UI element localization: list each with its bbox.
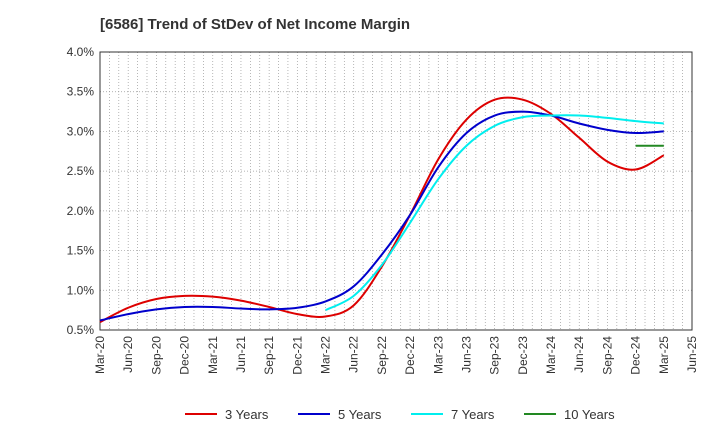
x-tick-label: Jun-24 (572, 336, 586, 373)
x-tick-label: Sep-23 (488, 336, 502, 375)
legend-label-10-years: 10 Years (564, 407, 615, 422)
legend-label-7-years: 7 Years (451, 407, 495, 422)
x-tick-label: Jun-21 (234, 336, 248, 373)
series-line-5-years (99, 110, 664, 322)
legend-label-3-years: 3 Years (225, 407, 269, 422)
series-lines (99, 96, 665, 323)
axes: 0.5% 1.0% 1.5% 2.0% 2.5% 3.0% 3.5% 4.0% Mar-20 Ju… (67, 45, 699, 375)
y-tick-label: 2.5% (67, 164, 95, 178)
plot-area (100, 52, 692, 330)
x-tick-label: Jun-20 (121, 336, 135, 373)
x-tick-label: Mar-20 (93, 336, 107, 374)
x-tick-label: Jun-22 (347, 336, 361, 373)
x-tick-label: Dec-24 (629, 336, 643, 375)
y-tick-label: 3.5% (67, 85, 95, 99)
y-tick-label: 0.5% (67, 323, 95, 337)
y-tick-label: 3.0% (67, 124, 95, 138)
x-tick-label: Dec-22 (403, 336, 417, 375)
x-tick-label: Mar-22 (319, 336, 333, 374)
x-tick-label: Sep-24 (600, 336, 614, 375)
x-tick-label: Sep-22 (375, 336, 389, 375)
x-tick-label: Jun-25 (685, 336, 699, 373)
y-tick-label: 1.0% (67, 283, 95, 297)
x-tick-label: Dec-21 (290, 336, 304, 375)
plot-border (99, 51, 693, 331)
y-tick-label: 2.0% (67, 204, 95, 218)
y-tick-label: 4.0% (67, 45, 95, 59)
grid (99, 51, 693, 331)
legend-label-5-years: 5 Years (338, 407, 382, 422)
x-tick-label: Sep-20 (149, 336, 163, 375)
series-line-7-years (325, 114, 664, 312)
x-tick-label: Sep-21 (262, 336, 276, 375)
x-tick-label: Mar-24 (544, 336, 558, 374)
x-tick-label: Dec-23 (516, 336, 530, 375)
x-tick-label: Jun-23 (459, 336, 473, 373)
y-tick-label: 1.5% (67, 244, 95, 258)
legend: 3 Years 5 Years 7 Years 10 Years (185, 407, 615, 422)
x-tick-label: Dec-20 (178, 336, 192, 375)
x-tick-label: Mar-21 (206, 336, 220, 374)
chart-title: [6586] Trend of StDev of Net Income Marg… (100, 16, 411, 33)
x-tick-label: Mar-25 (657, 336, 671, 374)
x-tick-label: Mar-23 (431, 336, 445, 374)
